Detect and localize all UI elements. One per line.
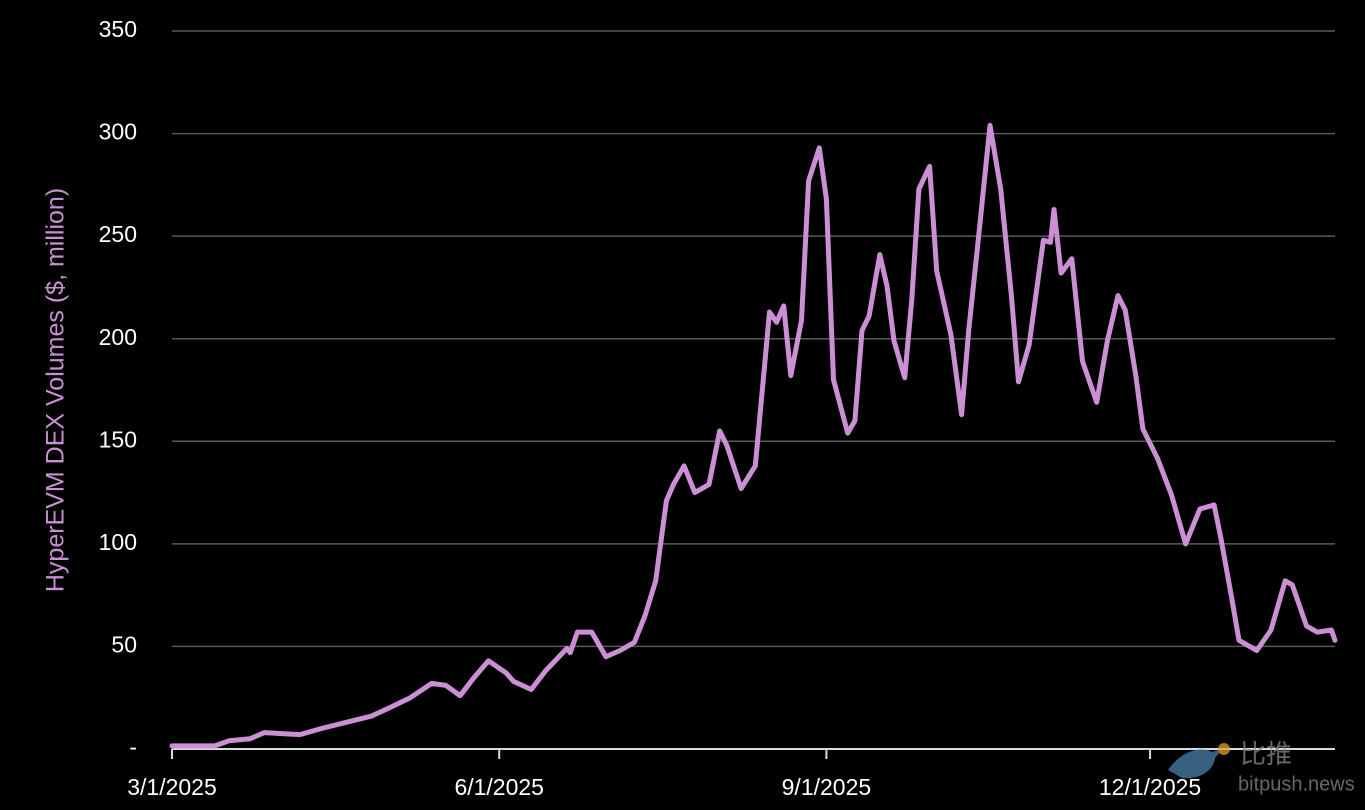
y-tick-label: 50	[111, 632, 137, 658]
y-axis-label: HyperEVM DEX Volumes ($, million)	[42, 188, 70, 592]
x-tick-label: 12/1/2025	[1099, 774, 1201, 800]
y-tick-label: 300	[99, 119, 137, 145]
data-line	[169, 122, 1338, 749]
y-tick-label: -	[129, 734, 137, 760]
y-tick-label: 350	[99, 16, 137, 42]
y-tick-label: 200	[99, 324, 137, 350]
x-tick-label: 9/1/2025	[782, 774, 872, 800]
y-tick-label: 150	[99, 426, 137, 452]
x-tick-label: 6/1/2025	[454, 774, 544, 800]
watermark: 比推 bitpush.news	[1168, 739, 1355, 795]
watermark-bird	[1168, 748, 1224, 779]
x-tick-label: 3/1/2025	[127, 774, 217, 800]
y-tick-label: 100	[99, 529, 137, 555]
watermark-site: bitpush.news	[1238, 773, 1355, 795]
watermark-coin	[1218, 743, 1230, 755]
watermark-brand: 比推	[1240, 739, 1292, 769]
y-tick-label: 250	[99, 221, 137, 247]
